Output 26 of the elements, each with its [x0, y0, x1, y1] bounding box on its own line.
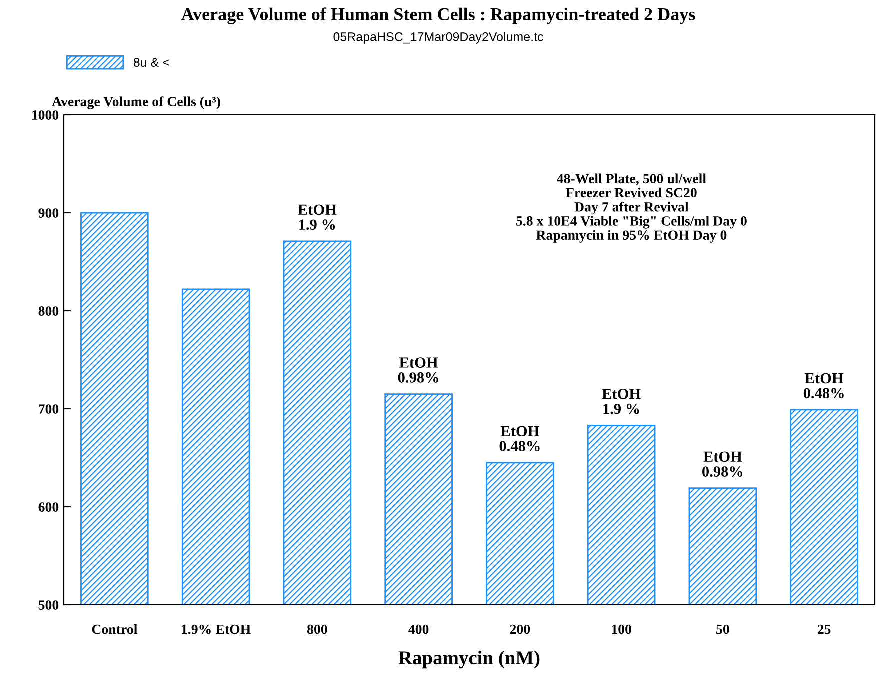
x-tick-label: 1.9% EtOH — [182, 624, 251, 634]
y-tick-label: 600 — [38, 502, 59, 512]
annotation: EtOH 1.9 % — [602, 389, 641, 414]
x-tick-label: 400 — [408, 624, 429, 634]
annotation: 48-Well Plate, 500 ul/well Freezer Revived SC20 Day 7 after Revival 5.8 x 10E4 Viable "Big" Cells/ml Day 0 Rapamycin in 95% EtOH Day 0 — [516, 174, 747, 243]
x-tick-label: Control — [92, 624, 138, 634]
chart-title: Average Volume of Human Stem Cells : Rapamycin-treated 2 Days — [181, 8, 696, 24]
x-tick-label: 100 — [612, 624, 632, 634]
x-tick-label: 800 — [307, 624, 328, 634]
x-tick-label: 200 — [510, 624, 530, 634]
annotation: EtOH 0.98% — [398, 358, 438, 383]
x-tick-label: 25 — [818, 624, 831, 634]
y-tick-label: 500 — [38, 600, 59, 610]
y-tick-label: 700 — [39, 404, 59, 414]
y-axis-title: Average Volume of Cells (u³) — [52, 96, 220, 110]
y-tick-label: 1000 — [32, 110, 59, 120]
legend-label: 8u & < — [134, 58, 170, 67]
annotation: EtOH 0.48% — [500, 426, 540, 452]
annotation: EtOH 1.9 % — [298, 204, 337, 230]
x-axis-title: Rapamycin (nM) — [398, 650, 540, 669]
chart-subtitle: 05RapaHSC_17Mar09Day2Volume.tc — [334, 32, 544, 44]
y-tick-label: 900 — [38, 208, 59, 218]
annotation: EtOH 0.98% — [702, 452, 743, 478]
y-tick-label: 800 — [38, 306, 59, 316]
x-tick-label: 50 — [716, 624, 730, 634]
annotation: EtOH 0.48% — [804, 373, 844, 399]
